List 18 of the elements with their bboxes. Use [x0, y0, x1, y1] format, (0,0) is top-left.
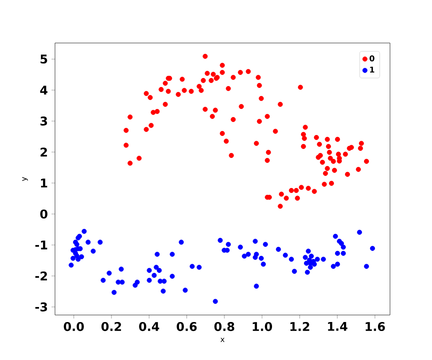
x-tick-label: 1.2 [290, 322, 310, 331]
y-tick-label: -2 [35, 272, 47, 280]
y-tick-label: 4 [40, 86, 48, 94]
x-tick-label: 0.8 [214, 322, 234, 332]
x-tick-label: 0.4 [139, 322, 160, 332]
y-tick-label: 1 [41, 178, 48, 188]
x-tick-label: 1.4 [328, 322, 348, 331]
x-tick-label: 0.6 [176, 322, 197, 332]
x-tick-label: 0.0 [64, 322, 84, 332]
x-tick-label: 1.0 [252, 322, 272, 332]
y-tick-label: 2 [40, 148, 47, 156]
y-tick-label: 5 [40, 54, 48, 64]
x-tick-label: 0.2 [101, 322, 122, 332]
y-tick-label: 0 [40, 209, 48, 219]
y-tick-label: -3 [35, 302, 48, 312]
x-tick-label: 1.6 [366, 322, 385, 332]
y-tick-label: -1 [35, 240, 48, 250]
y-tick-label: 3 [40, 116, 48, 126]
